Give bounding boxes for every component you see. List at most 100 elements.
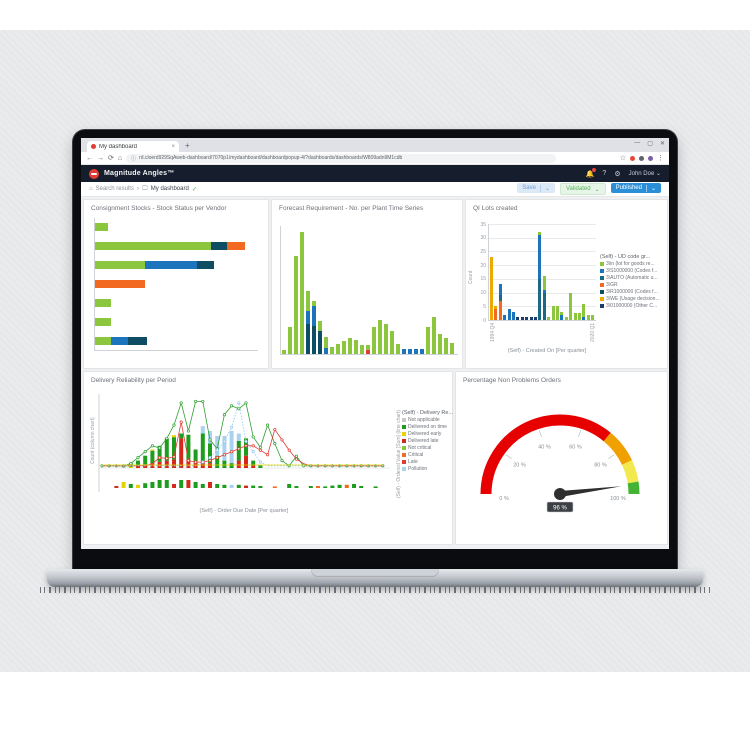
stacked-bar [288,226,292,354]
mini-bar [193,482,198,488]
legend-label: Pollution [408,466,428,472]
x-axis [488,320,596,321]
bar-segment [354,339,358,354]
torn-edge [40,587,710,593]
stacked-bar [366,226,370,354]
chart-legend: (Self) - UD code gr... 3\in (lot for good… [600,254,664,309]
y-tick-label: 25 [480,248,486,255]
reload-icon[interactable]: ⟳ [108,154,114,162]
line-marker [222,413,226,417]
line-marker [273,442,277,446]
widget-consignment-stocks[interactable]: Consignment Stocks - Stock Status per Ve… [83,199,269,369]
validated-button[interactable]: Validated ⌄ [560,183,606,195]
widget-title: QI Lots created [473,205,518,212]
published-button[interactable]: Published ⌄ [610,183,661,193]
widget-forecast-requirement[interactable]: Forecast Requirement - No. per Plant Tim… [271,199,463,369]
legend-title: (Self) - Delivery Re... [402,410,454,416]
user-menu[interactable]: John Doe ⌄ [628,171,661,177]
forward-icon[interactable]: → [97,154,104,162]
legend-swatch-icon [402,446,406,450]
line-marker [158,446,162,450]
window-maximize-icon[interactable]: ▢ [647,141,653,147]
bookmark-star-icon[interactable]: ☆ [619,154,626,162]
browser-avatar[interactable] [648,155,653,161]
bar-row [95,261,259,270]
legend-item: Not applicable [402,417,452,423]
y-tick-label: 0 [483,317,486,324]
help-icon[interactable]: ? [602,170,607,177]
line-marker [230,450,234,454]
bar-segment [538,278,542,320]
bar-row [95,317,259,326]
home-icon[interactable]: ⌂ [117,154,123,162]
notifications-bell-icon[interactable]: 🔔 [585,167,597,178]
widget-qi-lots-created[interactable]: QI Lots created 0 5 10 15 20 25 30 35 Count 1994 … [465,199,668,369]
browser-tab[interactable]: My dashboard × [87,141,179,152]
url-input[interactable]: ⓘ rd.cloerd929SqAweb-dashboard/7070p1/my… [126,153,557,163]
gauge-hub [554,488,566,500]
bar-segment [128,466,133,468]
stacked-bar [282,226,286,354]
bar-segment [542,292,546,320]
bar-segment [318,321,322,332]
bar-segment [164,438,169,461]
widget-title: Consignment Stocks - Stock Status per Ve… [91,205,227,212]
legend-swatch-icon [402,432,406,436]
stacked-bar [336,226,340,354]
grid-line [488,251,596,253]
bar-segment [179,438,184,468]
window-minimize-icon[interactable]: — [634,140,641,146]
legend-swatch-icon [402,425,406,429]
line-marker [287,448,291,452]
legend-label: Delivered on time [408,424,447,430]
breadcrumb-root[interactable]: Search results [95,186,134,192]
legend-swatch-icon [600,297,604,301]
site-info-icon[interactable]: ⓘ [131,155,137,162]
legend-label: Late [408,459,418,465]
dashboard-toolbar: ⌂ Search results › 🖵 My dashboard ✓ Save… [81,182,669,197]
extension-icon[interactable] [639,155,644,161]
widget-delivery-reliability[interactable]: Delivery Reliability per Period Count (c… [83,371,453,545]
window-close-icon[interactable]: ✕ [659,141,665,147]
x-axis-title: (Self) - Order Due Date [Per quarter] [199,508,289,514]
stacked-bar [420,226,424,354]
gear-icon[interactable]: ⚙ [614,170,621,178]
extension-icon[interactable] [630,155,635,161]
line-marker [165,436,169,440]
legend-label: 3\01000000 (Other C... [606,303,658,309]
save-button[interactable]: Save ⌄ [517,183,555,193]
bar-segment [288,326,292,354]
bar-segment [564,317,568,320]
laptop-screen: My dashboard × + — ▢ ✕ ← → ⟳ ⌂ ⓘ rd.cloe… [81,138,669,549]
new-tab-button[interactable]: + [185,141,190,150]
bar-segment [366,349,370,354]
tab-close-icon[interactable]: × [171,143,175,150]
mini-bar [172,484,176,488]
laptop-bezel: My dashboard × + — ▢ ✕ ← → ⟳ ⌂ ⓘ rd.cloe… [73,130,677,569]
grid-line [488,237,596,239]
mini-bar [222,484,227,488]
bar-segment [172,435,176,438]
legend-item: 3\01000000 (Other C... [600,303,664,309]
bar-segment [432,317,436,354]
mini-bar [236,484,241,488]
stacked-bar [507,224,511,320]
mini-bar [272,486,277,488]
stacked-bar [348,226,352,354]
bar-segment [208,443,212,463]
legend-label: 3\R1000000 (Codes f... [606,289,658,295]
app-header: Magnitude Angles™ 🔔 ? ⚙ John Doe ⌄ [81,165,669,182]
laptop-notch [311,569,439,577]
bar-segment [512,311,515,320]
bar-segment [127,336,147,345]
browser-menu-kebab-icon[interactable]: ⋮ [657,154,664,162]
back-icon[interactable]: ← [86,154,93,162]
bar-segment [172,437,176,460]
legend-label: 3\AUTO (Automatic u... [606,275,658,281]
widget-percentage-non-problems[interactable]: Percentage Non Problems Orders 20 % 40 % 6… [455,371,668,545]
mini-bar [337,484,342,488]
home-breadcrumb-icon[interactable]: ⌂ [89,186,93,192]
bar-segment [200,426,205,434]
breadcrumb: ⌂ Search results › 🖵 My dashboard ✓ [89,186,197,193]
stacked-bar [402,226,406,354]
